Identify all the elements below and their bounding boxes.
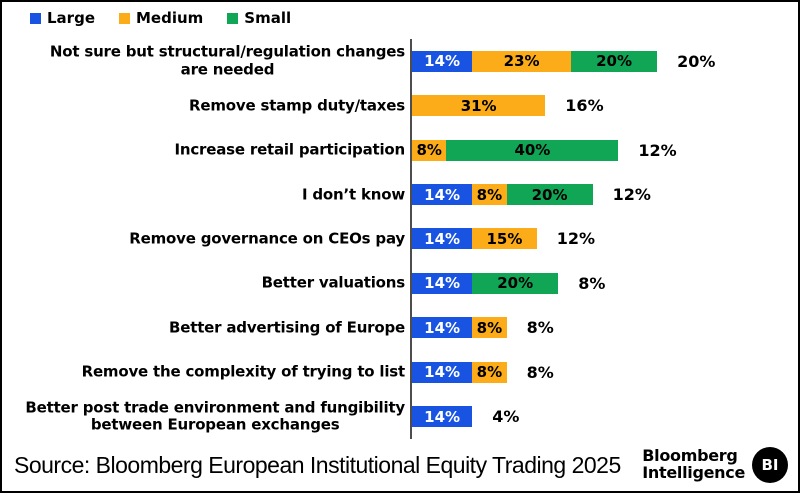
legend-item-small: Small (227, 9, 291, 27)
category-label-cell: Remove stamp duty/taxes (2, 83, 412, 127)
stacked-bar: 14% 8% (412, 361, 507, 383)
outside-value-label: 4% (492, 407, 520, 427)
bar-segment-large: 14% (412, 272, 473, 294)
chart-row: Remove the complexity of trying to list 1… (2, 350, 798, 394)
category-label: Better valuations (261, 273, 406, 292)
bar-area: 14% 23% 20% 20% (412, 50, 716, 72)
bar-segment-medium: 8% (472, 317, 507, 339)
brand-line2: Intelligence (642, 463, 745, 482)
bar-segment-small: 20% (571, 50, 658, 72)
category-label-cell: I don’t know (2, 172, 412, 216)
bar-segment-medium: 8% (472, 184, 507, 206)
footer: Source: Bloomberg European Institutional… (14, 442, 788, 488)
category-label: Better advertising of Europe (169, 318, 405, 337)
outside-value-label: 8% (526, 362, 554, 382)
bar-segment-small: 20% (506, 184, 593, 206)
chart-row: Better valuations 14% 20% 8% (2, 261, 798, 305)
legend-item-large: Large (30, 9, 95, 27)
bar-area: 31% 16% (412, 95, 604, 117)
y-axis-line (410, 39, 412, 439)
bar-segment-medium: 31% (412, 95, 546, 117)
stacked-bar: 31% (412, 95, 546, 117)
category-label: Increase retail participation (174, 140, 406, 159)
stacked-bar: 14% 8% (412, 317, 507, 339)
category-label-cell: Remove governance on CEOs pay (2, 217, 412, 261)
legend-label: Small (244, 9, 292, 27)
chart-row: Increase retail participation 8% 40% 12% (2, 128, 798, 172)
chart-row: Better post trade environment and fungib… (2, 395, 798, 439)
stacked-bar-chart: Not sure but structural/regulation chang… (2, 39, 798, 439)
brand-line1: Bloomberg (642, 446, 738, 466)
bloomberg-intelligence-logo: Bloomberg Intelligence BI (642, 447, 788, 483)
legend: Large Medium Small (30, 9, 291, 27)
stacked-bar: 14% 20% (412, 272, 559, 294)
category-label-cell: Better advertising of Europe (2, 306, 412, 350)
category-label-cell: Not sure but structural/regulation chang… (2, 39, 412, 83)
outside-value-label: 12% (612, 185, 651, 205)
bar-area: 14% 4% (412, 406, 520, 428)
outside-value-label: 16% (565, 96, 604, 116)
category-label: Remove the complexity of trying to list (81, 362, 406, 381)
bar-segment-large: 14% (412, 50, 473, 72)
outside-value-label: 20% (677, 51, 716, 71)
chart-row: I don’t know 14% 8% 20% 12% (2, 172, 798, 216)
chart-row: Not sure but structural/regulation chang… (2, 39, 798, 83)
category-label: Better post trade environment and fungib… (25, 398, 405, 434)
bar-area: 14% 8% 20% 12% (412, 184, 651, 206)
legend-swatch-icon (227, 12, 239, 24)
bar-segment-medium: 8% (412, 139, 447, 161)
category-label-cell: Increase retail participation (2, 128, 412, 172)
bar-area: 14% 8% 8% (412, 361, 554, 383)
bar-segment-medium: 8% (472, 361, 507, 383)
chart-row: Remove governance on CEOs pay 14% 15% 12% (2, 217, 798, 261)
bar-segment-medium: 15% (472, 228, 537, 250)
category-label-cell: Remove the complexity of trying to list (2, 350, 412, 394)
stacked-bar: 14% 8% 20% (412, 184, 593, 206)
outside-value-label: 12% (556, 229, 595, 249)
outside-value-label: 8% (526, 318, 554, 338)
category-label-cell: Better post trade environment and fungib… (2, 395, 412, 439)
stacked-bar: 14% (412, 406, 473, 428)
chart-row: Better advertising of Europe 14% 8% 8% (2, 306, 798, 350)
category-label: Remove stamp duty/taxes (189, 95, 405, 114)
bar-segment-medium: 23% (472, 50, 572, 72)
stacked-bar: 8% 40% (412, 139, 619, 161)
stacked-bar: 14% 15% (412, 228, 537, 250)
category-label-cell: Better valuations (2, 261, 412, 305)
bar-segment-large: 14% (412, 317, 473, 339)
bar-segment-large: 14% (412, 406, 473, 428)
legend-swatch-icon (30, 12, 41, 24)
source-text: Source: Bloomberg European Institutional… (14, 451, 621, 478)
outside-value-label: 8% (578, 273, 606, 293)
bar-area: 14% 20% 8% (412, 272, 606, 294)
legend-label: Medium (136, 9, 204, 27)
legend-label: Large (47, 9, 95, 27)
bar-segment-large: 14% (412, 184, 473, 206)
bar-area: 14% 15% 12% (412, 228, 595, 250)
stacked-bar: 14% 23% 20% (412, 50, 658, 72)
chart-rows: Not sure but structural/regulation chang… (2, 39, 798, 439)
bar-segment-large: 14% (412, 228, 473, 250)
category-label: Remove governance on CEOs pay (129, 229, 405, 248)
legend-swatch-icon (119, 12, 130, 24)
bar-area: 8% 40% 12% (412, 139, 677, 161)
brand-text: Bloomberg Intelligence (642, 446, 745, 482)
chart-row: Remove stamp duty/taxes 31% 16% (2, 83, 798, 127)
bi-badge-icon: BI (752, 447, 788, 483)
outside-value-label: 12% (638, 140, 677, 160)
legend-item-medium: Medium (119, 9, 203, 27)
category-label: Not sure but structural/regulation chang… (49, 42, 405, 79)
bar-segment-small: 40% (446, 139, 619, 161)
bar-area: 14% 8% 8% (412, 317, 554, 339)
category-label: I don’t know (301, 184, 405, 203)
bar-segment-large: 14% (412, 361, 473, 383)
bar-segment-small: 20% (472, 272, 559, 294)
